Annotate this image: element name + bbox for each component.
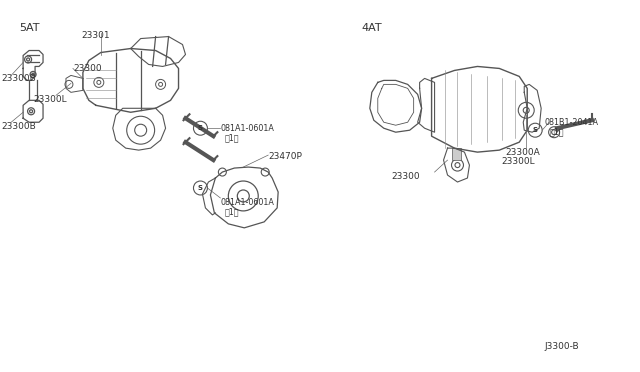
Text: S: S	[532, 127, 538, 133]
Text: 081A1-0601A: 081A1-0601A	[220, 198, 275, 207]
Text: 4AT: 4AT	[362, 23, 383, 33]
Text: S: S	[198, 125, 203, 131]
Text: （1）: （1）	[549, 127, 564, 136]
Text: 23300: 23300	[392, 172, 420, 181]
Text: （1）: （1）	[225, 133, 239, 142]
Text: 23470P: 23470P	[268, 152, 302, 161]
Text: 23300B: 23300B	[1, 122, 36, 131]
Text: 081B1-2041A: 081B1-2041A	[544, 118, 598, 127]
Text: 23300L: 23300L	[501, 157, 535, 166]
Text: 081A1-0601A: 081A1-0601A	[220, 124, 275, 133]
Text: J3300-B: J3300-B	[545, 342, 579, 352]
Polygon shape	[451, 148, 461, 160]
Text: S: S	[198, 185, 203, 191]
Text: 23300A: 23300A	[506, 148, 540, 157]
Text: 23300L: 23300L	[33, 95, 67, 104]
Text: 23301: 23301	[81, 31, 109, 39]
Text: 23300: 23300	[73, 64, 102, 73]
Text: （1）: （1）	[225, 207, 239, 216]
Text: 23300B: 23300B	[1, 74, 36, 83]
Text: 5AT: 5AT	[19, 23, 40, 33]
